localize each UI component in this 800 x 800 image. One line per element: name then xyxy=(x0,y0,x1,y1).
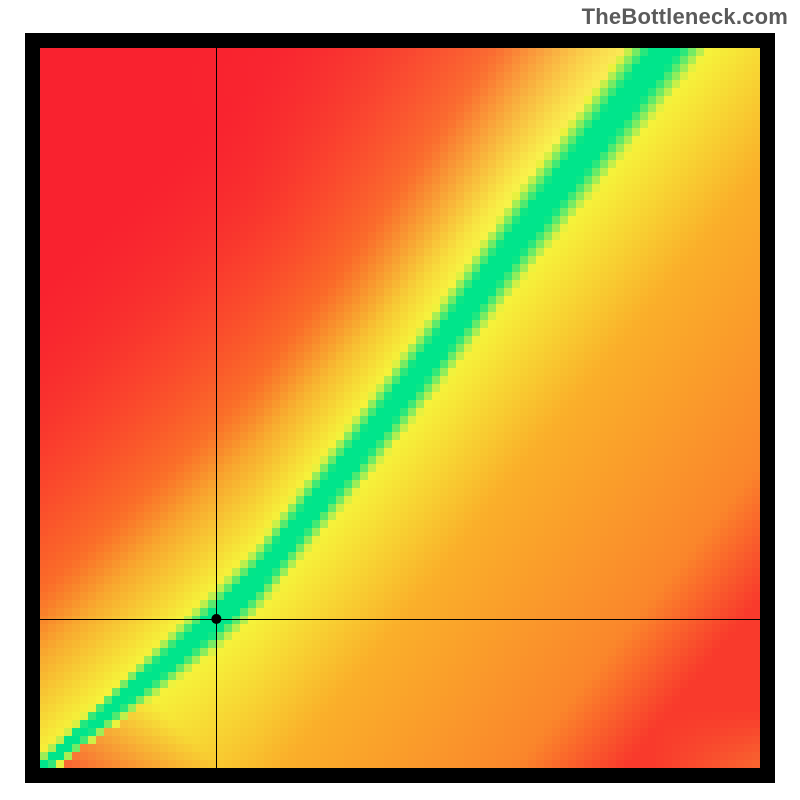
bottleneck-heatmap xyxy=(25,33,775,783)
plot-area xyxy=(25,33,775,783)
watermark-text: TheBottleneck.com xyxy=(582,4,788,30)
chart-container: TheBottleneck.com xyxy=(0,0,800,800)
